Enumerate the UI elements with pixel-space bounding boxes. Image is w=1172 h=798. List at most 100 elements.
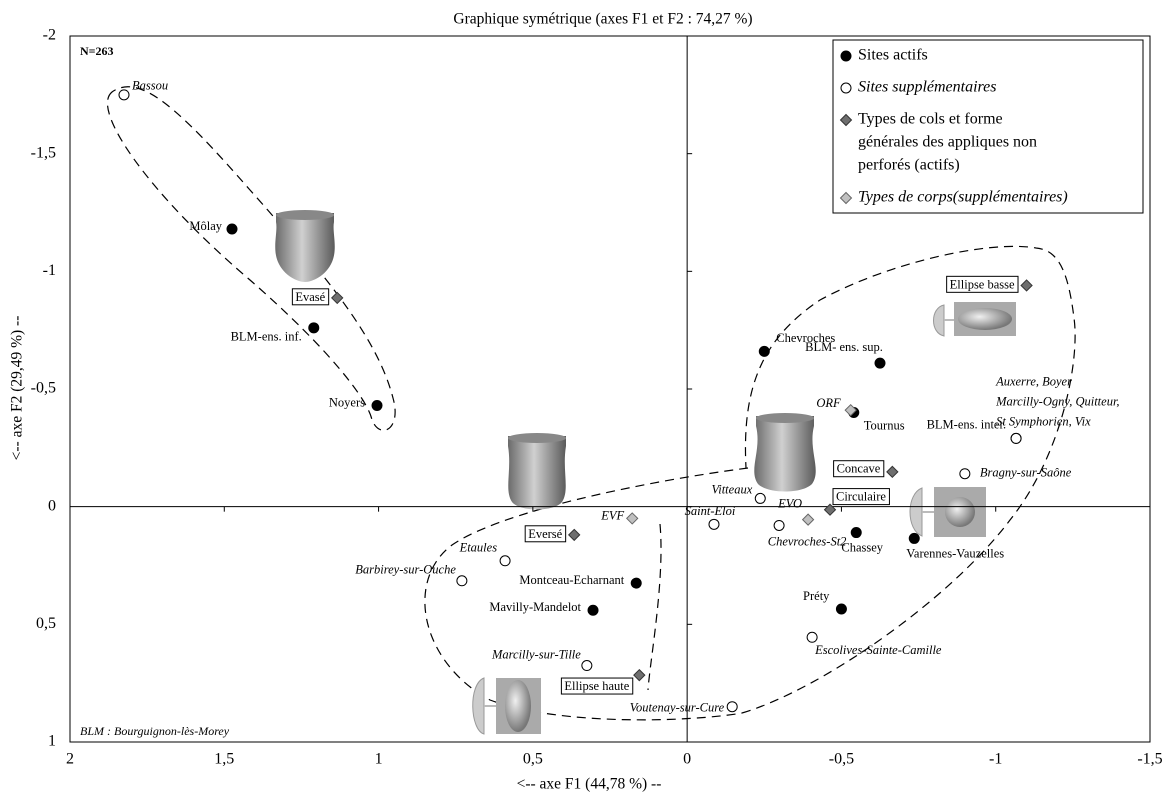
legend-label: Types de cols et forme <box>858 111 1003 128</box>
data-point <box>758 345 770 357</box>
legend-label: générales des appliques non <box>858 134 1037 151</box>
point-label: Bassou <box>132 79 168 93</box>
data-point <box>1020 279 1033 292</box>
data-point <box>908 532 920 544</box>
point-label: Môlay <box>189 219 222 233</box>
x-tick-label: -0,5 <box>829 751 854 768</box>
data-point <box>308 322 320 334</box>
point-label: Préty <box>803 589 830 603</box>
x-tick-label: -1 <box>989 751 1002 768</box>
chart-title: Graphique symétrique (axes F1 et F2 : 74… <box>453 11 752 28</box>
pot-icon <box>508 433 566 510</box>
x-tick-label: -1,5 <box>1137 751 1162 768</box>
group-contour <box>106 86 396 431</box>
data-point <box>581 660 593 672</box>
data-point <box>118 89 130 101</box>
applique-icon <box>472 677 541 735</box>
point-label: Ellipse basse <box>950 277 1015 291</box>
data-point <box>773 519 785 531</box>
data-point <box>331 291 344 305</box>
point-label: Escolives-Sainte-Camille <box>814 643 942 657</box>
group-contour <box>741 245 1076 714</box>
legend-marker <box>839 113 853 127</box>
data-point <box>371 399 383 411</box>
point-label: Vitteaux <box>712 482 753 496</box>
group-contour <box>647 523 662 691</box>
legend-box <box>832 39 1144 214</box>
point-label: Montceau-Echarnant <box>519 573 624 587</box>
pot-icon <box>275 210 335 282</box>
y-tick-label: -1 <box>43 262 56 279</box>
y-tick-label: 0,5 <box>36 615 56 632</box>
x-tick-label: 0,5 <box>523 751 543 768</box>
point-label: Marcilly-Ogny, Quitteur, <box>995 394 1119 408</box>
point-label: Marcilly-sur-Tille <box>491 647 581 661</box>
point-label: Eversé <box>528 527 562 541</box>
legend-label: Types de corps(supplémentaires) <box>858 189 1068 206</box>
x-tick-label: 2 <box>66 751 74 768</box>
legend-label: Sites supplémentaires <box>858 79 997 96</box>
point-label: BLM-ens. inter. <box>927 417 1007 431</box>
label-box <box>524 525 567 543</box>
point-label: Voutenay-sur-Cure <box>630 701 725 715</box>
point-label: St Symphorien, Vix <box>996 414 1091 428</box>
data-point <box>754 492 766 504</box>
point-label: Chevroches-St2 <box>768 534 847 548</box>
point-label: Bragny-sur-Saône <box>980 466 1072 480</box>
point-label: Concave <box>837 462 881 476</box>
point-label: Mavilly-Mandelot <box>489 600 581 614</box>
data-point <box>1010 432 1022 444</box>
point-label: Chassey <box>841 540 883 554</box>
pot-icon <box>754 413 816 492</box>
data-point <box>226 223 238 235</box>
x-tick-label: 0 <box>683 751 691 768</box>
y-tick-label: 0 <box>48 497 56 514</box>
applique-icon <box>909 487 986 537</box>
label-box <box>946 275 1019 293</box>
point-label: Tournus <box>864 418 905 432</box>
y-tick-label: -2 <box>43 27 56 44</box>
y-tick-label: -0,5 <box>31 380 56 397</box>
data-point <box>835 603 847 615</box>
y-tick-label: -1,5 <box>31 144 56 161</box>
data-point <box>626 512 639 525</box>
label-box <box>560 677 634 695</box>
legend-marker <box>840 50 852 62</box>
label-box <box>291 288 330 306</box>
point-label: EVF <box>600 508 624 522</box>
point-label: EVO <box>777 496 802 510</box>
annotation: BLM : Bourguignon-lès-Morey <box>80 724 230 738</box>
legend-marker <box>840 82 852 94</box>
annotation: N=263 <box>80 44 114 58</box>
label-box <box>833 460 885 478</box>
data-point <box>823 503 837 516</box>
data-point <box>874 357 886 369</box>
point-label: ORF <box>816 396 841 410</box>
y-axis-label: <-- axe F2 (29,49 %) -- <box>9 316 26 461</box>
plot-frame <box>69 35 1151 743</box>
data-point <box>959 468 971 480</box>
point-label: Auxerre, Boyer <box>995 374 1072 388</box>
data-point <box>806 631 818 643</box>
data-point <box>456 575 468 587</box>
legend-marker <box>839 191 853 205</box>
data-point <box>499 555 511 567</box>
data-point <box>850 527 862 539</box>
data-point <box>567 528 581 542</box>
legend-label: perforés (actifs) <box>858 157 960 174</box>
point-label: Saint-Eloi <box>685 504 736 518</box>
label-box <box>832 488 890 506</box>
point-label: BLM-ens. inf. <box>231 330 302 344</box>
point-label: Noyers <box>329 395 365 409</box>
data-point <box>726 701 738 713</box>
point-label: Chevroches <box>776 331 835 345</box>
data-point <box>801 513 815 526</box>
point-label: Ellipse haute <box>564 679 629 693</box>
applique-icon <box>933 302 1016 337</box>
point-label: Evasé <box>295 290 325 304</box>
point-label: Circulaire <box>836 490 886 504</box>
point-label: Barbirey-sur-Ouche <box>355 563 456 577</box>
point-label: Varennes-Vauzelles <box>906 546 1004 560</box>
x-tick-label: 1,5 <box>214 751 234 768</box>
